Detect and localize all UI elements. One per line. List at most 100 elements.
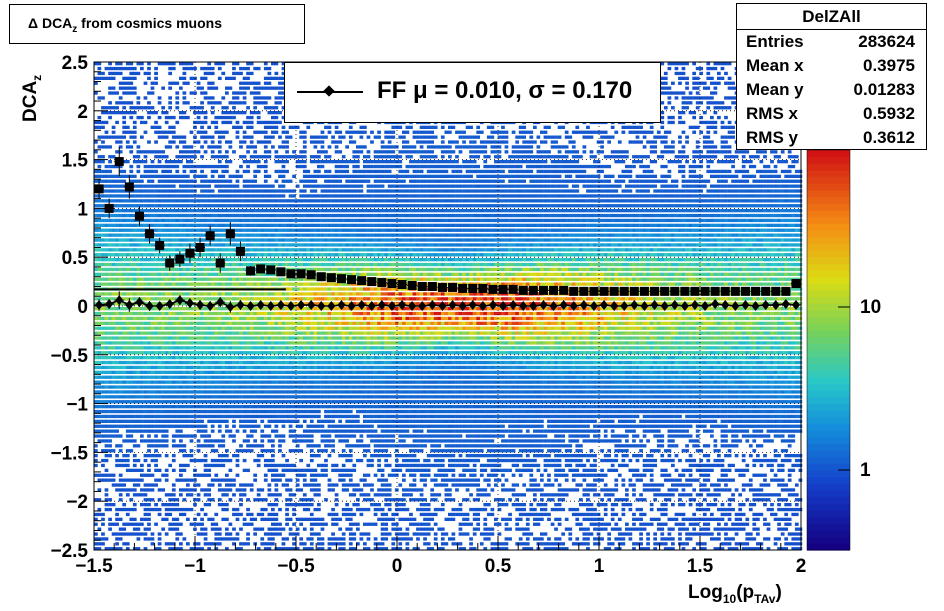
heatmap-cell [302, 473, 307, 477]
heatmap-cell [143, 493, 148, 497]
heatmap-cell [260, 341, 265, 345]
heatmap-cell [125, 375, 130, 379]
heatmap-cell [288, 547, 293, 551]
heatmap-cell [150, 473, 155, 477]
heatmap-cell [94, 223, 98, 227]
heatmap-cell [101, 458, 105, 463]
heatmap-cell [228, 522, 233, 526]
heatmap-cell [97, 351, 102, 355]
heatmap-cell [313, 473, 318, 477]
heatmap-cell [278, 527, 282, 531]
heatmap-cell [210, 419, 215, 423]
heatmap-cell [94, 194, 98, 198]
heatmap-cell [232, 380, 236, 384]
heatmap-cell [274, 424, 279, 428]
heatmap-cell [217, 429, 222, 433]
heatmap-cell [147, 527, 151, 531]
heatmap-cell [168, 81, 173, 85]
heatmap-cell [295, 213, 300, 218]
heatmap-cell [161, 155, 166, 159]
heatmap-cell [150, 488, 155, 492]
heatmap-cell [129, 228, 134, 232]
heatmap-cell [132, 199, 137, 203]
heatmap-cell [94, 297, 98, 301]
heatmap-cell [186, 409, 190, 414]
heatmap-cell [129, 414, 134, 419]
heatmap-cell [94, 204, 98, 208]
heatmap-cell [225, 532, 229, 536]
heatmap-cell [256, 463, 261, 468]
heatmap-cell [143, 365, 148, 370]
heatmap-cell [104, 326, 109, 330]
heatmap-cell [200, 106, 204, 110]
heatmap-cell [203, 253, 208, 257]
heatmap-cell [182, 512, 187, 517]
heatmap-cell [136, 395, 141, 399]
heatmap-cell [260, 331, 265, 335]
heatmap-cell [260, 360, 265, 365]
heatmap-cell [299, 414, 304, 419]
heatmap-cell [129, 174, 134, 178]
heatmap-cell [253, 370, 258, 374]
heatmap-cell [150, 400, 155, 404]
heatmap-cell [196, 267, 201, 272]
heatmap-cell [97, 120, 102, 125]
heatmap-cell [221, 321, 226, 325]
heatmap-cell [147, 517, 151, 521]
heatmap-cell [210, 517, 215, 521]
heatmap-cell [157, 209, 162, 213]
heatmap-cell [157, 155, 162, 159]
heatmap-cell [203, 111, 208, 115]
heatmap-cell [271, 375, 275, 379]
heatmap-cell [242, 380, 247, 384]
heatmap-cell [263, 194, 268, 198]
heatmap-cell [210, 316, 215, 321]
heatmap-cell [246, 86, 250, 90]
heatmap-cell [154, 272, 158, 276]
heatmap-cell [285, 351, 289, 355]
heatmap-cell [175, 81, 180, 85]
heatmap-cell [281, 297, 286, 301]
heatmap-cell [108, 307, 112, 311]
heatmap-cell [232, 493, 236, 497]
heatmap-cell [94, 248, 98, 252]
heatmap-cell [186, 400, 190, 404]
heatmap-cell [115, 542, 119, 546]
heatmap-cell [214, 473, 219, 477]
heatmap-cell [154, 365, 158, 370]
heatmap-cell [168, 360, 173, 365]
heatmap-cell [157, 272, 162, 276]
heatmap-cell [309, 209, 314, 213]
heatmap-cell [306, 375, 311, 379]
heatmap-cell [101, 248, 105, 252]
heatmap-cell [246, 66, 250, 71]
heatmap-cell [168, 238, 173, 242]
heatmap-cell [118, 493, 123, 497]
heatmap-cell [132, 360, 137, 365]
heatmap-cell [278, 351, 282, 355]
heatmap-cell [263, 375, 268, 379]
heatmap-cell [263, 547, 268, 551]
heatmap-cell [182, 341, 187, 345]
heatmap-cell [140, 292, 144, 296]
heatmap-cell [317, 160, 321, 164]
heatmap-cell [232, 76, 236, 80]
heatmap-cell [274, 160, 279, 164]
heatmap-cell [309, 532, 314, 536]
heatmap-cell [313, 267, 318, 272]
heatmap-cell [295, 204, 300, 208]
heatmap-cell [129, 400, 134, 404]
heatmap-cell [101, 326, 105, 330]
heatmap-cell [161, 233, 166, 237]
heatmap-cell [225, 365, 229, 370]
heatmap-cell [147, 341, 151, 345]
heatmap-cell [302, 277, 307, 281]
heatmap-cell [263, 517, 268, 521]
heatmap-cell [171, 375, 176, 379]
heatmap-cell [292, 321, 296, 325]
heatmap-cell [203, 409, 208, 414]
heatmap-cell [164, 532, 169, 536]
heatmap-cell [94, 434, 98, 438]
heatmap-cell [210, 522, 215, 526]
heatmap-cell [306, 169, 311, 174]
